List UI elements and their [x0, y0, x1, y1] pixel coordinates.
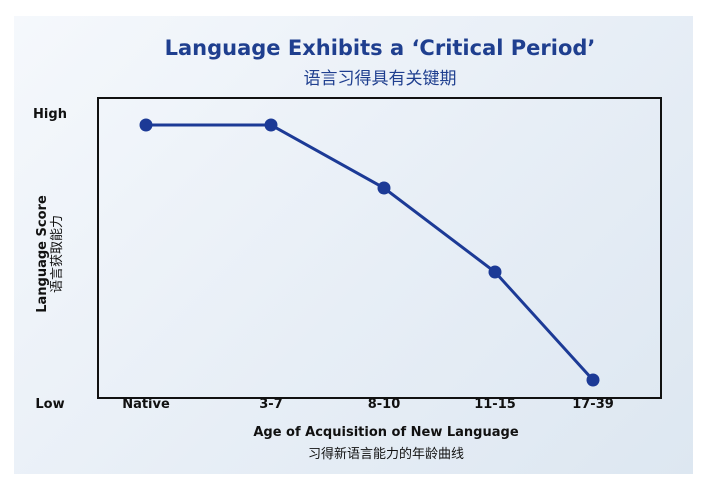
- x-tick-label: 11-15: [474, 397, 516, 412]
- chart-title: Language Exhibits a ‘Critical Period’: [165, 36, 596, 60]
- chart-subtitle: 语言习得具有关键期: [304, 69, 457, 89]
- data-point: [377, 181, 391, 195]
- data-point: [139, 118, 153, 132]
- x-tick-label: Native: [122, 397, 170, 412]
- chart: Language Exhibits a ‘Critical Period’ 语言…: [33, 36, 662, 462]
- slide-background: Language Exhibits a ‘Critical Period’ 语言…: [14, 16, 693, 474]
- x-tick-label: 3-7: [259, 397, 283, 412]
- y-tick-high: High: [33, 107, 67, 122]
- data-point: [488, 265, 502, 279]
- data-point: [586, 373, 600, 387]
- x-tick-label: 17-39: [572, 397, 614, 412]
- y-tick-low: Low: [35, 397, 64, 412]
- plot-frame: [97, 97, 662, 399]
- y-axis-sublabel: 语言获取能力: [50, 215, 65, 293]
- x-tick-label: 8-10: [368, 397, 401, 412]
- x-axis-sublabel: 习得新语言能力的年龄曲线: [308, 446, 464, 462]
- x-axis-label: Age of Acquisition of New Language: [253, 425, 518, 440]
- data-point: [264, 118, 278, 132]
- series-line: [146, 123, 595, 382]
- y-axis-label: Language Score: [35, 195, 50, 313]
